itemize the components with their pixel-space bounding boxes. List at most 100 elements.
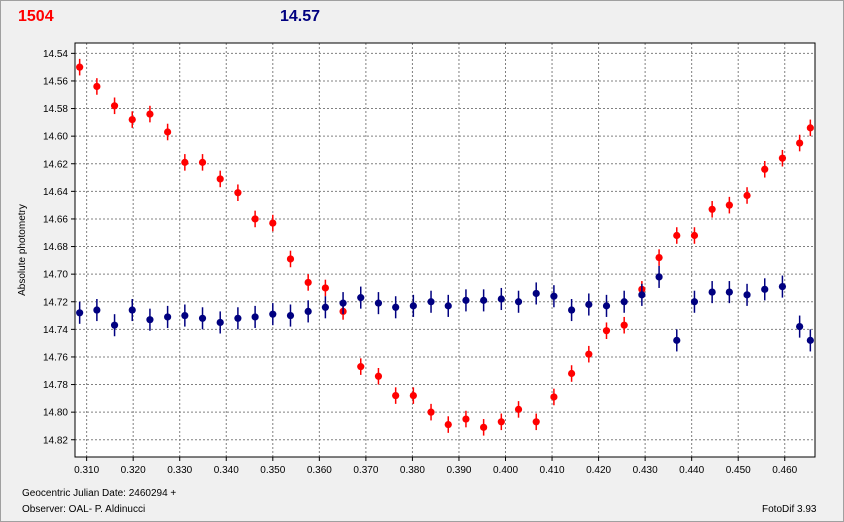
data-point [321,303,329,311]
data-point [339,299,347,307]
x-axis-ticks: 0.310 0.320 0.330 0.340 0.350 0.360 0.370 0.380… [74,457,798,476]
data-point [778,154,787,162]
y-tick-label: 14.74 [43,325,68,336]
data-point [409,391,417,400]
data-point [743,191,751,200]
data-point [655,253,663,262]
data-point [602,302,611,310]
y-tick-label: 14.54 [43,49,68,60]
data-point [444,302,452,310]
x-tick-label: 0.430 [633,465,658,476]
data-point [725,201,733,209]
data-point [638,291,646,299]
x-tick-label: 0.350 [260,465,285,476]
data-point [234,314,242,322]
y-tick-label: 14.68 [43,242,68,253]
y-tick-label: 14.82 [43,435,68,446]
y-tick-label: 14.62 [43,159,68,170]
data-point [655,273,663,281]
data-point [374,299,383,307]
data-point [357,294,365,302]
y-tick-label: 14.76 [43,352,68,363]
data-point [427,408,435,416]
data-point [374,372,383,380]
data-point [761,165,769,173]
data-point [514,405,523,413]
data-point [198,158,207,166]
data-point [146,110,154,118]
data-point [93,306,101,314]
data-point [708,288,716,296]
data-point [181,311,189,320]
plot-area [75,43,815,457]
data-point [497,418,505,426]
data-point [286,311,295,320]
data-point [128,115,136,124]
data-point [620,321,628,329]
data-point [216,318,224,327]
y-axis-ticks: 14.54 14.56 14.58 14.60 14.62 14.64 14.66 14.68… [43,49,75,446]
data-point [110,321,119,329]
data-point [251,215,259,223]
data-point [620,298,628,306]
x-tick-label: 0.330 [167,465,192,476]
x-tick-label: 0.400 [493,465,518,476]
data-point [392,303,400,311]
y-tick-label: 14.58 [43,104,68,115]
data-point [357,363,365,371]
data-point [690,231,699,240]
x-tick-label: 0.370 [353,465,378,476]
data-point [216,175,224,183]
data-point [181,158,189,166]
data-point [164,128,172,136]
header-left-value: 1504 [18,8,54,25]
data-series [76,58,814,436]
data-point [444,420,452,429]
data-point [778,282,787,291]
data-point [304,278,312,287]
series-1 [76,58,814,436]
x-tick-label: 0.390 [446,465,471,476]
data-point [251,313,259,321]
data-point [497,295,505,303]
data-point [76,309,84,317]
data-point [761,285,769,293]
data-point [321,284,329,292]
data-point [673,231,681,240]
data-point [602,327,611,335]
x-tick-label: 0.360 [307,465,332,476]
data-point [567,369,576,378]
software-version: FotoDif 3.93 [762,504,817,515]
data-point [532,289,540,298]
x-tick-label: 0.450 [726,465,751,476]
observer-label: Observer: OAL- P. Aldinucci [22,504,146,515]
data-point [796,139,804,147]
data-point [806,336,814,344]
data-point [550,393,558,401]
y-tick-label: 14.80 [43,408,68,419]
y-tick-label: 14.56 [43,76,68,87]
y-tick-label: 14.72 [43,297,68,308]
data-point [743,291,751,299]
data-point [532,418,540,426]
data-point [585,300,593,309]
data-point [234,189,242,197]
data-point [462,296,470,304]
julian-date-label: Geocentric Julian Date: 2460294 + [22,488,177,499]
data-point [480,423,488,431]
data-point [146,316,154,324]
data-point [286,255,295,263]
data-point [806,124,814,132]
x-tick-label: 0.340 [214,465,239,476]
data-point [567,306,576,314]
data-point [409,302,417,310]
y-tick-label: 14.70 [43,270,68,281]
data-point [269,310,277,318]
data-point [392,391,400,400]
data-point [796,322,804,331]
data-point [480,296,488,304]
data-point [93,82,101,91]
y-tick-label: 14.60 [43,132,68,143]
header-right-value: 14.57 [280,8,321,25]
